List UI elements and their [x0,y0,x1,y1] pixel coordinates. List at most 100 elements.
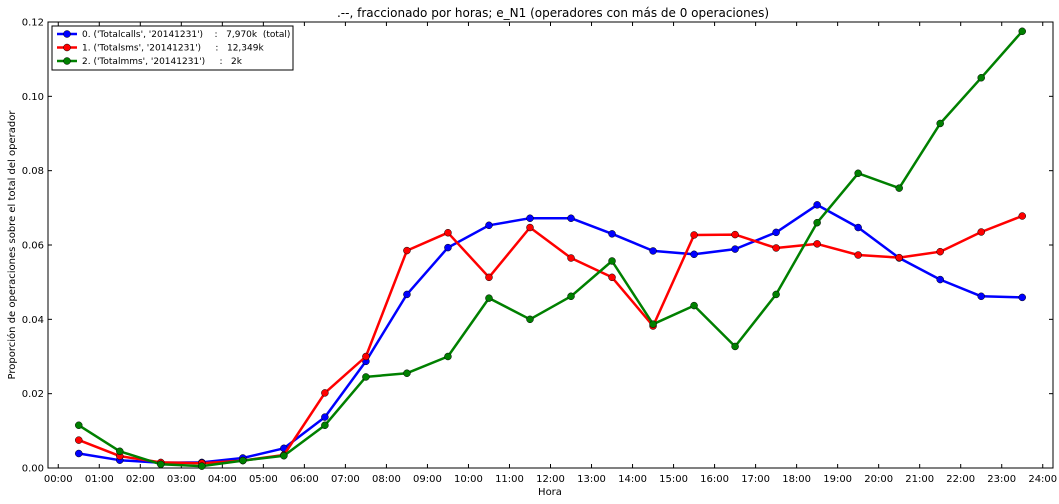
x-tick-label: 15:00 [659,474,688,485]
y-tick-label: 0.12 [22,18,44,29]
x-tick-label: 00:00 [44,474,73,485]
x-tick-label: 23:00 [987,474,1016,485]
data-point [75,436,83,444]
y-tick-label: 0.10 [22,92,44,103]
data-point [772,290,780,299]
data-point [1018,212,1026,220]
chart-title: .--, fraccionado por horas; e_N1 (operad… [337,6,769,20]
series-line [78,30,1024,468]
data-point [854,251,862,259]
data-point [321,389,329,397]
legend-entry: 2. ('Totalmms', '20141231') : 2k [82,57,243,67]
x-tick-label: 07:00 [331,474,360,485]
data-point [813,218,821,227]
data-point [772,244,780,252]
y-tick-label: 0.00 [22,464,44,475]
data-point [444,352,452,361]
data-point [403,369,411,377]
x-tick-label: 21:00 [905,474,934,485]
data-point [198,462,206,470]
data-point [485,273,493,282]
legend-entry: 1. ('Totalsms', '20141231') : 12,349k [82,44,264,54]
data-point [854,223,862,232]
data-point [690,250,698,259]
data-point [485,294,493,302]
data-point [567,292,575,301]
data-point [75,421,83,430]
series-2 [75,27,1026,470]
data-point [526,214,534,222]
legend-marker [63,57,71,65]
legend-box [51,25,294,71]
data-point [649,320,657,328]
data-point [977,74,985,82]
data-point [239,456,247,465]
x-tick-label: 22:00 [946,474,975,485]
x-axis: 00:00 01:00 02:00 03:00 04:00 05:00 06:00 07:00… [44,22,1057,485]
data-point [444,243,452,252]
data-point [895,184,903,192]
data-point [157,460,165,469]
data-point [321,413,329,421]
data-point [362,352,370,361]
data-point [772,228,780,237]
data-point [936,119,944,128]
data-point [813,240,821,248]
data-point [403,290,411,299]
data-point [731,245,739,253]
x-tick-label: 16:00 [700,474,729,485]
data-point [608,273,616,282]
x-tick-label: 18:00 [782,474,811,485]
data-point [977,228,985,236]
data-point [977,292,985,301]
data-point [321,421,329,430]
legend-entry: 0. ('Totalcalls', '20141231') : 7,970k (… [82,30,290,40]
x-tick-label: 05:00 [249,474,278,485]
legend-marker [63,43,71,52]
data-point [608,230,616,238]
x-tick-label: 04:00 [208,474,237,485]
data-point [526,223,534,232]
x-tick-label: 20:00 [864,474,893,485]
data-point [280,451,288,460]
x-tick-label: 10:00 [454,474,483,485]
data-point [362,373,370,381]
y-tick-label: 0.02 [22,389,44,400]
y-axis-label: Proporción de operaciones sobre el total… [6,110,18,380]
data-point [854,169,862,178]
data-point [1018,293,1026,302]
x-tick-label: 13:00 [577,474,606,485]
data-point [936,275,944,284]
data-point [1018,27,1026,36]
x-tick-label: 01:00 [85,474,114,485]
y-tick-label: 0.04 [22,315,44,326]
x-tick-label: 11:00 [495,474,524,485]
data-point [690,231,698,239]
series-layer [75,27,1026,470]
data-point [813,201,821,209]
data-point [608,257,616,265]
x-tick-label: 09:00 [413,474,442,485]
series-line [78,203,1023,465]
data-point [649,247,657,255]
data-point [690,301,698,310]
data-point [403,246,411,255]
data-point [936,247,944,256]
y-axis: 0.00 0.02 0.04 0.06 0.08 0.10 0.12 [22,18,1053,475]
x-tick-label: 17:00 [741,474,770,485]
data-point [75,449,83,458]
x-tick-label: 08:00 [372,474,401,485]
legend-marker [63,30,71,38]
data-point [567,214,575,222]
data-point [444,228,452,237]
x-tick-label: 14:00 [618,474,647,485]
data-point [526,315,534,324]
x-tick-label: 03:00 [167,474,196,485]
plot-area [47,21,1054,469]
x-tick-label: 24:00 [1028,474,1057,485]
data-point [116,447,124,456]
data-point [567,254,575,262]
x-tick-label: 02:00 [126,474,155,485]
data-point [731,230,739,239]
